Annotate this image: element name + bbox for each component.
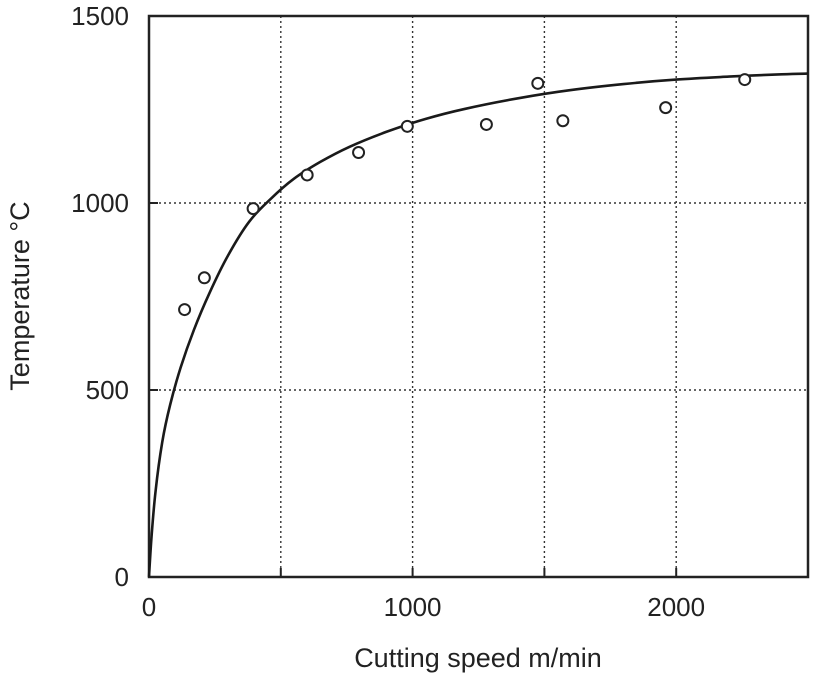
fitted-curve (147, 72, 809, 578)
data-point-marker (659, 101, 673, 115)
grid (149, 16, 808, 577)
y-tick-label: 1000 (71, 188, 129, 218)
data-point-marker (352, 146, 366, 160)
y-axis-title: Temperature °C (5, 201, 35, 390)
data-point-marker (556, 114, 570, 128)
data-point-marker (400, 119, 414, 133)
x-tick-label: 1000 (384, 592, 442, 622)
data-points (178, 73, 752, 317)
data-point-marker (246, 202, 260, 216)
x-axis-title: Cutting speed m/min (354, 643, 602, 673)
data-point-marker (300, 168, 314, 182)
y-tick-label: 1500 (71, 1, 129, 31)
y-tick-label: 500 (86, 375, 129, 405)
fitted-curve-layer (147, 72, 809, 578)
data-point-marker (479, 117, 493, 131)
data-point-marker (178, 303, 192, 317)
tick-labels: 0 1000 2000 0 500 1000 1500 (71, 1, 705, 622)
data-point-marker (197, 271, 211, 285)
axis-ticks (148, 15, 809, 578)
data-point-marker (738, 73, 752, 87)
data-point-marker (531, 76, 545, 90)
x-tick-label: 2000 (647, 592, 705, 622)
x-tick-label: 0 (142, 592, 156, 622)
y-tick-label: 0 (115, 562, 129, 592)
plot-frame (147, 14, 810, 579)
